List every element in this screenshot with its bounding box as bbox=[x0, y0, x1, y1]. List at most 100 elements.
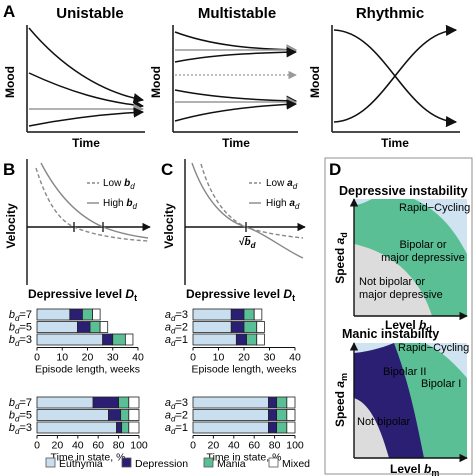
bar-segment-mania bbox=[243, 308, 255, 321]
legend-swatch bbox=[45, 457, 56, 468]
region-rapid-cycling-bottom: Rapid−Cycling bbox=[398, 342, 469, 354]
tick-label: 20 bbox=[238, 352, 250, 364]
panel-letter-c: C bbox=[161, 160, 173, 179]
bar-segment-mania bbox=[82, 308, 93, 321]
row-label: bd=5 bbox=[9, 322, 32, 336]
bar-segment-euthymia bbox=[36, 396, 94, 409]
tick-label: 20 bbox=[208, 440, 220, 452]
xlabel-depressive-level-b: Depressive level Dt bbox=[28, 287, 137, 303]
bar-chart-b-time: bd=7bd=5bd=30 20 40 60 80 100 Time in state, % bbox=[9, 396, 148, 464]
title-manic-instability: Manic instability bbox=[342, 327, 439, 341]
panel-letter-a: A bbox=[3, 2, 15, 21]
bar-segment-mixed bbox=[128, 409, 140, 421]
ylabel-unistable: Mood bbox=[3, 66, 17, 98]
tick-label: 100 bbox=[130, 440, 148, 452]
ylabel-velocity-b: Velocity bbox=[4, 203, 18, 249]
tick-label: 40 bbox=[289, 352, 301, 364]
tick-label: 60 bbox=[92, 440, 104, 452]
bar-segment-mania bbox=[276, 409, 288, 421]
bar-segment-euthymia bbox=[192, 409, 269, 421]
velocity-plot-c: Velocity Depressive level Dt √bd Low ad … bbox=[162, 159, 306, 303]
tick-label: 10 bbox=[213, 352, 225, 364]
xlabel-level-bd: Level bd bbox=[385, 318, 432, 334]
legend-label: Mixed bbox=[282, 458, 310, 470]
tick-label: 100 bbox=[286, 440, 304, 452]
bar-segment-depression bbox=[230, 321, 245, 333]
xlabel-multistable: Time bbox=[222, 136, 250, 150]
phase-diagram-depressive: Depressive instability Rapid−Cycling Bip… bbox=[333, 184, 470, 334]
tick-label: 40 bbox=[72, 440, 84, 452]
legend-label: Depression bbox=[135, 458, 188, 470]
bar-segment-mixed bbox=[99, 321, 109, 333]
bar-segment-euthymia bbox=[36, 421, 117, 434]
tick-label: 0 bbox=[34, 352, 40, 364]
legend-high-bd: High bd bbox=[103, 198, 137, 211]
subpanel-rhythmic: Rhythmic Mood Time bbox=[308, 5, 460, 150]
row-label: ad=2 bbox=[165, 322, 188, 336]
tick-label: 40 bbox=[228, 440, 240, 452]
bar-segment-mania bbox=[118, 396, 130, 409]
ylabel-velocity-c: Velocity bbox=[162, 203, 176, 249]
bar-segment-mixed bbox=[128, 396, 140, 409]
bar-segment-mania bbox=[246, 333, 258, 346]
bar-segment-depression bbox=[268, 409, 278, 421]
title-depressive-instability: Depressive instability bbox=[339, 184, 468, 198]
legend-low-ad: Low ad bbox=[266, 178, 298, 191]
bar-segment-mixed bbox=[128, 421, 140, 434]
tick-label: 80 bbox=[269, 440, 281, 452]
root-bd-label: √bd bbox=[239, 237, 257, 250]
subpanel-unistable: Unistable Mood Time bbox=[3, 5, 145, 150]
xlabel-unistable: Time bbox=[72, 136, 100, 150]
region-not-bipolar: Not bipolar bbox=[357, 416, 411, 428]
xlabel-level-bm: Level bm bbox=[390, 462, 439, 476]
bar-segment-depression bbox=[235, 333, 247, 346]
tick-label: 0 bbox=[190, 352, 196, 364]
bar-segment-mania bbox=[89, 321, 101, 333]
region-rapid-cycling-top: Rapid−Cycling bbox=[399, 202, 470, 214]
bar-segment-euthymia bbox=[36, 409, 109, 421]
ylabel-multistable: Mood bbox=[149, 66, 163, 98]
tick-label: 10 bbox=[56, 352, 68, 364]
row-label: ad=3 bbox=[165, 397, 188, 411]
row-label: bd=7 bbox=[9, 397, 32, 411]
bar-segment-mixed bbox=[124, 333, 134, 346]
bar-segment-depression bbox=[102, 333, 114, 346]
bar-segment-euthymia bbox=[192, 396, 269, 409]
subpanel-title-unistable: Unistable bbox=[56, 5, 124, 22]
ylabel-speed-ad: Speed ad bbox=[333, 232, 349, 284]
row-label: bd=7 bbox=[9, 309, 32, 323]
bar-segment-euthymia bbox=[192, 308, 232, 321]
legend-high-ad: High ad bbox=[266, 198, 300, 211]
bar-segment-euthymia bbox=[192, 321, 232, 333]
bar-segment-depression bbox=[116, 421, 123, 434]
bar-segment-mania bbox=[112, 333, 126, 346]
bar-segment-depression bbox=[230, 308, 245, 321]
bar-segment-mania bbox=[276, 396, 288, 409]
tick-label: 30 bbox=[264, 352, 276, 364]
tick-label: 30 bbox=[107, 352, 119, 364]
bar-segment-mixed bbox=[253, 308, 263, 321]
bar-segment-depression bbox=[69, 308, 83, 321]
region-major-depressive-1: major depressive bbox=[381, 252, 465, 264]
row-label: bd=3 bbox=[9, 334, 32, 348]
bar-segment-euthymia bbox=[36, 321, 78, 333]
bar-segment-depression bbox=[108, 409, 122, 421]
tick-label: 40 bbox=[132, 352, 144, 364]
xlabel-rhythmic: Time bbox=[381, 136, 409, 150]
bar-segment-euthymia bbox=[36, 308, 71, 321]
row-label: ad=1 bbox=[165, 422, 188, 436]
bar-xlabel: Episode length, weeks bbox=[191, 364, 296, 376]
row-label: ad=2 bbox=[165, 410, 188, 424]
bar-segment-euthymia bbox=[192, 333, 237, 346]
tick-label: 60 bbox=[248, 440, 260, 452]
legend-low-bd: Low bd bbox=[103, 178, 135, 191]
subpanel-title-multistable: Multistable bbox=[198, 5, 276, 22]
subpanel-title-rhythmic: Rhythmic bbox=[356, 5, 424, 22]
region-bipolar-or: Bipolar or bbox=[399, 239, 446, 251]
bar-segment-mania bbox=[120, 409, 130, 421]
bar-segment-depression bbox=[77, 321, 91, 333]
xlabel-depressive-level-c: Depressive level Dt bbox=[186, 287, 295, 303]
row-label: bd=5 bbox=[9, 410, 32, 424]
